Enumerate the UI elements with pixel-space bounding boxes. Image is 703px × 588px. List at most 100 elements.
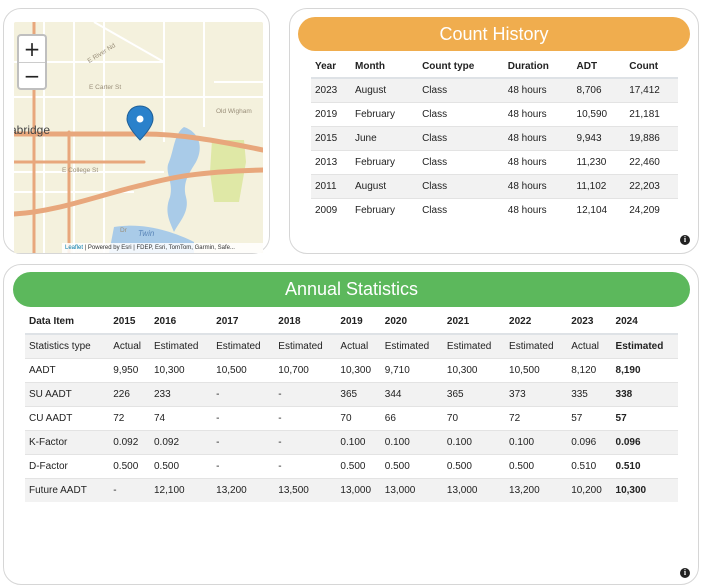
table-row: 2015 June Class 48 hours 9,943 19,886 bbox=[311, 125, 678, 150]
table-cell: - bbox=[212, 381, 275, 406]
table-cell: 0.100 bbox=[505, 429, 568, 454]
column-header: 2023 bbox=[567, 310, 612, 335]
table-cell: June bbox=[351, 125, 419, 150]
table-cell: 48 hours bbox=[503, 149, 573, 174]
table-cell: Estimated bbox=[505, 333, 568, 358]
zoom-control[interactable]: + − bbox=[17, 34, 47, 90]
table-cell: 8,190 bbox=[611, 357, 678, 382]
table-cell: CU AADT bbox=[25, 405, 110, 430]
table-cell: 10,300 bbox=[150, 357, 213, 382]
table-row: Statistics type Actual Estimated Estimated E… bbox=[25, 333, 678, 358]
table-cell: - bbox=[274, 405, 337, 430]
count-history-card: Count History Year Month Count type Duratio… bbox=[289, 8, 699, 254]
map-label-old-wigham: Old Wigham bbox=[216, 108, 252, 115]
table-cell: 365 bbox=[442, 381, 506, 406]
table-cell: 13,000 bbox=[442, 477, 506, 502]
table-cell: 13,000 bbox=[336, 477, 381, 502]
column-header: 2024 bbox=[611, 310, 678, 335]
table-cell: 0.100 bbox=[442, 429, 506, 454]
table-cell: - bbox=[212, 405, 275, 430]
table-cell: 57 bbox=[611, 405, 678, 430]
table-cell: Statistics type bbox=[25, 333, 110, 358]
table-cell: 72 bbox=[109, 405, 150, 430]
table-cell: - bbox=[274, 453, 337, 478]
column-header: 2015 bbox=[109, 310, 150, 335]
table-cell: 57 bbox=[567, 405, 612, 430]
table-cell: 2013 bbox=[311, 149, 351, 174]
table-cell: Estimated bbox=[380, 333, 443, 358]
column-header: Count bbox=[625, 55, 678, 79]
table-cell: D-Factor bbox=[25, 453, 110, 478]
column-header: Duration bbox=[503, 55, 573, 79]
column-header: 2017 bbox=[212, 310, 275, 335]
table-cell: 0.510 bbox=[567, 453, 612, 478]
table-cell: February bbox=[351, 197, 419, 222]
table-cell: - bbox=[212, 429, 275, 454]
table-cell: - bbox=[212, 453, 275, 478]
table-cell: Class bbox=[418, 173, 504, 198]
map-label-city: abridge bbox=[14, 123, 51, 137]
table-cell: K-Factor bbox=[25, 429, 110, 454]
table-cell: 0.500 bbox=[336, 453, 381, 478]
table-cell: 9,710 bbox=[380, 357, 443, 382]
table-row: SU AADT 226 233- -365 344 365 373 335 338 bbox=[25, 381, 678, 406]
table-cell: 10,500 bbox=[212, 357, 275, 382]
table-cell: 10,300 bbox=[442, 357, 506, 382]
column-header: 2016 bbox=[150, 310, 213, 335]
column-header: 2018 bbox=[274, 310, 337, 335]
table-cell: Actual bbox=[567, 333, 612, 358]
table-cell: 9,950 bbox=[109, 357, 150, 382]
table-cell: 365 bbox=[336, 381, 381, 406]
table-cell: 22,460 bbox=[625, 149, 678, 174]
table-cell: 13,200 bbox=[212, 477, 275, 502]
table-cell: Future AADT bbox=[25, 477, 110, 502]
table-cell: February bbox=[351, 149, 419, 174]
table-cell: 0.100 bbox=[336, 429, 381, 454]
table-cell: 10,500 bbox=[505, 357, 568, 382]
table-cell: August bbox=[351, 173, 419, 198]
table-cell: 0.092 bbox=[150, 429, 213, 454]
table-cell: August bbox=[351, 77, 419, 102]
table-cell: 335 bbox=[567, 381, 612, 406]
count-history-table: Year Month Count type Duration ADT Count 2023… bbox=[311, 55, 678, 222]
table-cell: AADT bbox=[25, 357, 110, 382]
table-cell: 338 bbox=[611, 381, 678, 406]
table-cell: 13,200 bbox=[505, 477, 568, 502]
table-cell: - bbox=[274, 381, 337, 406]
table-cell: Estimated bbox=[150, 333, 213, 358]
table-cell: 344 bbox=[380, 381, 443, 406]
table-cell: 48 hours bbox=[503, 173, 573, 198]
table-cell: 0.500 bbox=[442, 453, 506, 478]
map-attribution: Leaflet | Powered by Esri | FDEP, Esri, … bbox=[62, 243, 263, 253]
zoom-in-button[interactable]: + bbox=[23, 37, 41, 61]
column-header: Year bbox=[311, 55, 351, 79]
map-tiles bbox=[14, 22, 263, 253]
table-cell: 0.510 bbox=[611, 453, 678, 478]
table-row: D-Factor 0.500 0.500- -0.500 0.500 0.500 0.500… bbox=[25, 453, 678, 478]
table-cell: 72 bbox=[505, 405, 568, 430]
table-cell: 0.500 bbox=[109, 453, 150, 478]
table-cell: 2019 bbox=[311, 101, 351, 126]
lake bbox=[167, 127, 200, 232]
table-cell: 70 bbox=[442, 405, 506, 430]
table-cell: 70 bbox=[336, 405, 381, 430]
table-cell: 13,500 bbox=[274, 477, 337, 502]
table-cell: Class bbox=[418, 197, 504, 222]
table-cell: 11,102 bbox=[572, 173, 626, 198]
zoom-out-button[interactable]: − bbox=[19, 62, 45, 88]
table-cell: 48 hours bbox=[503, 77, 573, 102]
column-header: ADT bbox=[572, 55, 626, 79]
leaflet-link[interactable]: Leaflet bbox=[65, 245, 84, 251]
column-header: Data Item bbox=[25, 310, 110, 335]
info-icon[interactable]: i bbox=[680, 235, 690, 245]
table-cell: 2015 bbox=[311, 125, 351, 150]
table-row: 2019 February Class 48 hours 10,590 21,181 bbox=[311, 101, 678, 126]
table-cell: 10,590 bbox=[572, 101, 626, 126]
table-cell: 74 bbox=[150, 405, 213, 430]
info-icon[interactable]: i bbox=[680, 568, 690, 578]
table-cell: 0.500 bbox=[150, 453, 213, 478]
location-map[interactable]: + − E River Nd E Carter St Old Wigham ab… bbox=[14, 22, 263, 253]
table-cell: 226 bbox=[109, 381, 150, 406]
table-header-row: Year Month Count type Duration ADT Count bbox=[311, 55, 678, 79]
table-cell: 8,706 bbox=[572, 77, 626, 102]
